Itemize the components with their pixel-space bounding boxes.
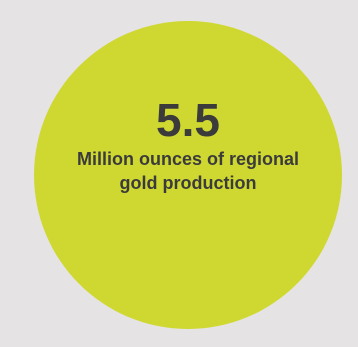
stat-caption: Million ounces of regional gold producti… [76,149,299,193]
stat-value: 5.5 [156,94,220,146]
stat-circle: 5.5 Million ounces of regional gold prod… [34,21,342,329]
